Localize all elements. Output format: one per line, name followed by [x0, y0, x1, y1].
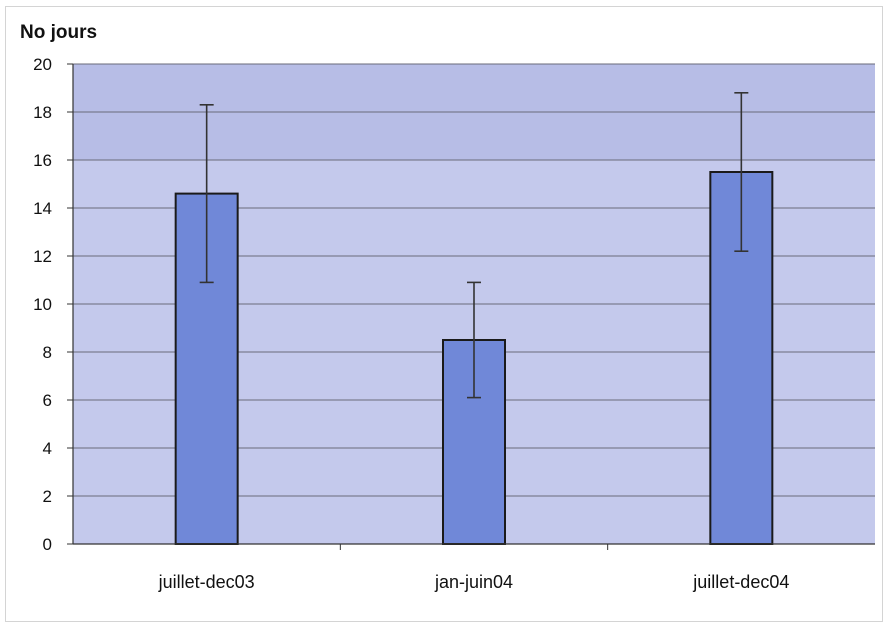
x-tick-label: juillet-dec04: [692, 572, 789, 592]
x-tick-label: jan-juin04: [434, 572, 513, 592]
axes: 0 2 4 6 8 10 12 14 16 18 20 juillet-dec03 jan-juin04…: [33, 55, 875, 592]
y-tick-label: 2: [43, 487, 52, 506]
y-tick-label: 8: [43, 343, 52, 362]
y-tick-label: 12: [33, 247, 52, 266]
y-axis-label: No jours: [20, 22, 97, 43]
x-tick-label: juillet-dec03: [158, 572, 255, 592]
y-tick-label: 6: [43, 391, 52, 410]
y-tick-label: 10: [33, 295, 52, 314]
y-tick-label: 18: [33, 103, 52, 122]
y-tick-label: 16: [33, 151, 52, 170]
bar-marks: [174, 92, 774, 545]
y-tick-label: 20: [33, 55, 52, 74]
y-tick-label: 0: [43, 535, 52, 554]
y-tick-label: 4: [43, 439, 52, 458]
y-tick-label: 14: [33, 199, 52, 218]
